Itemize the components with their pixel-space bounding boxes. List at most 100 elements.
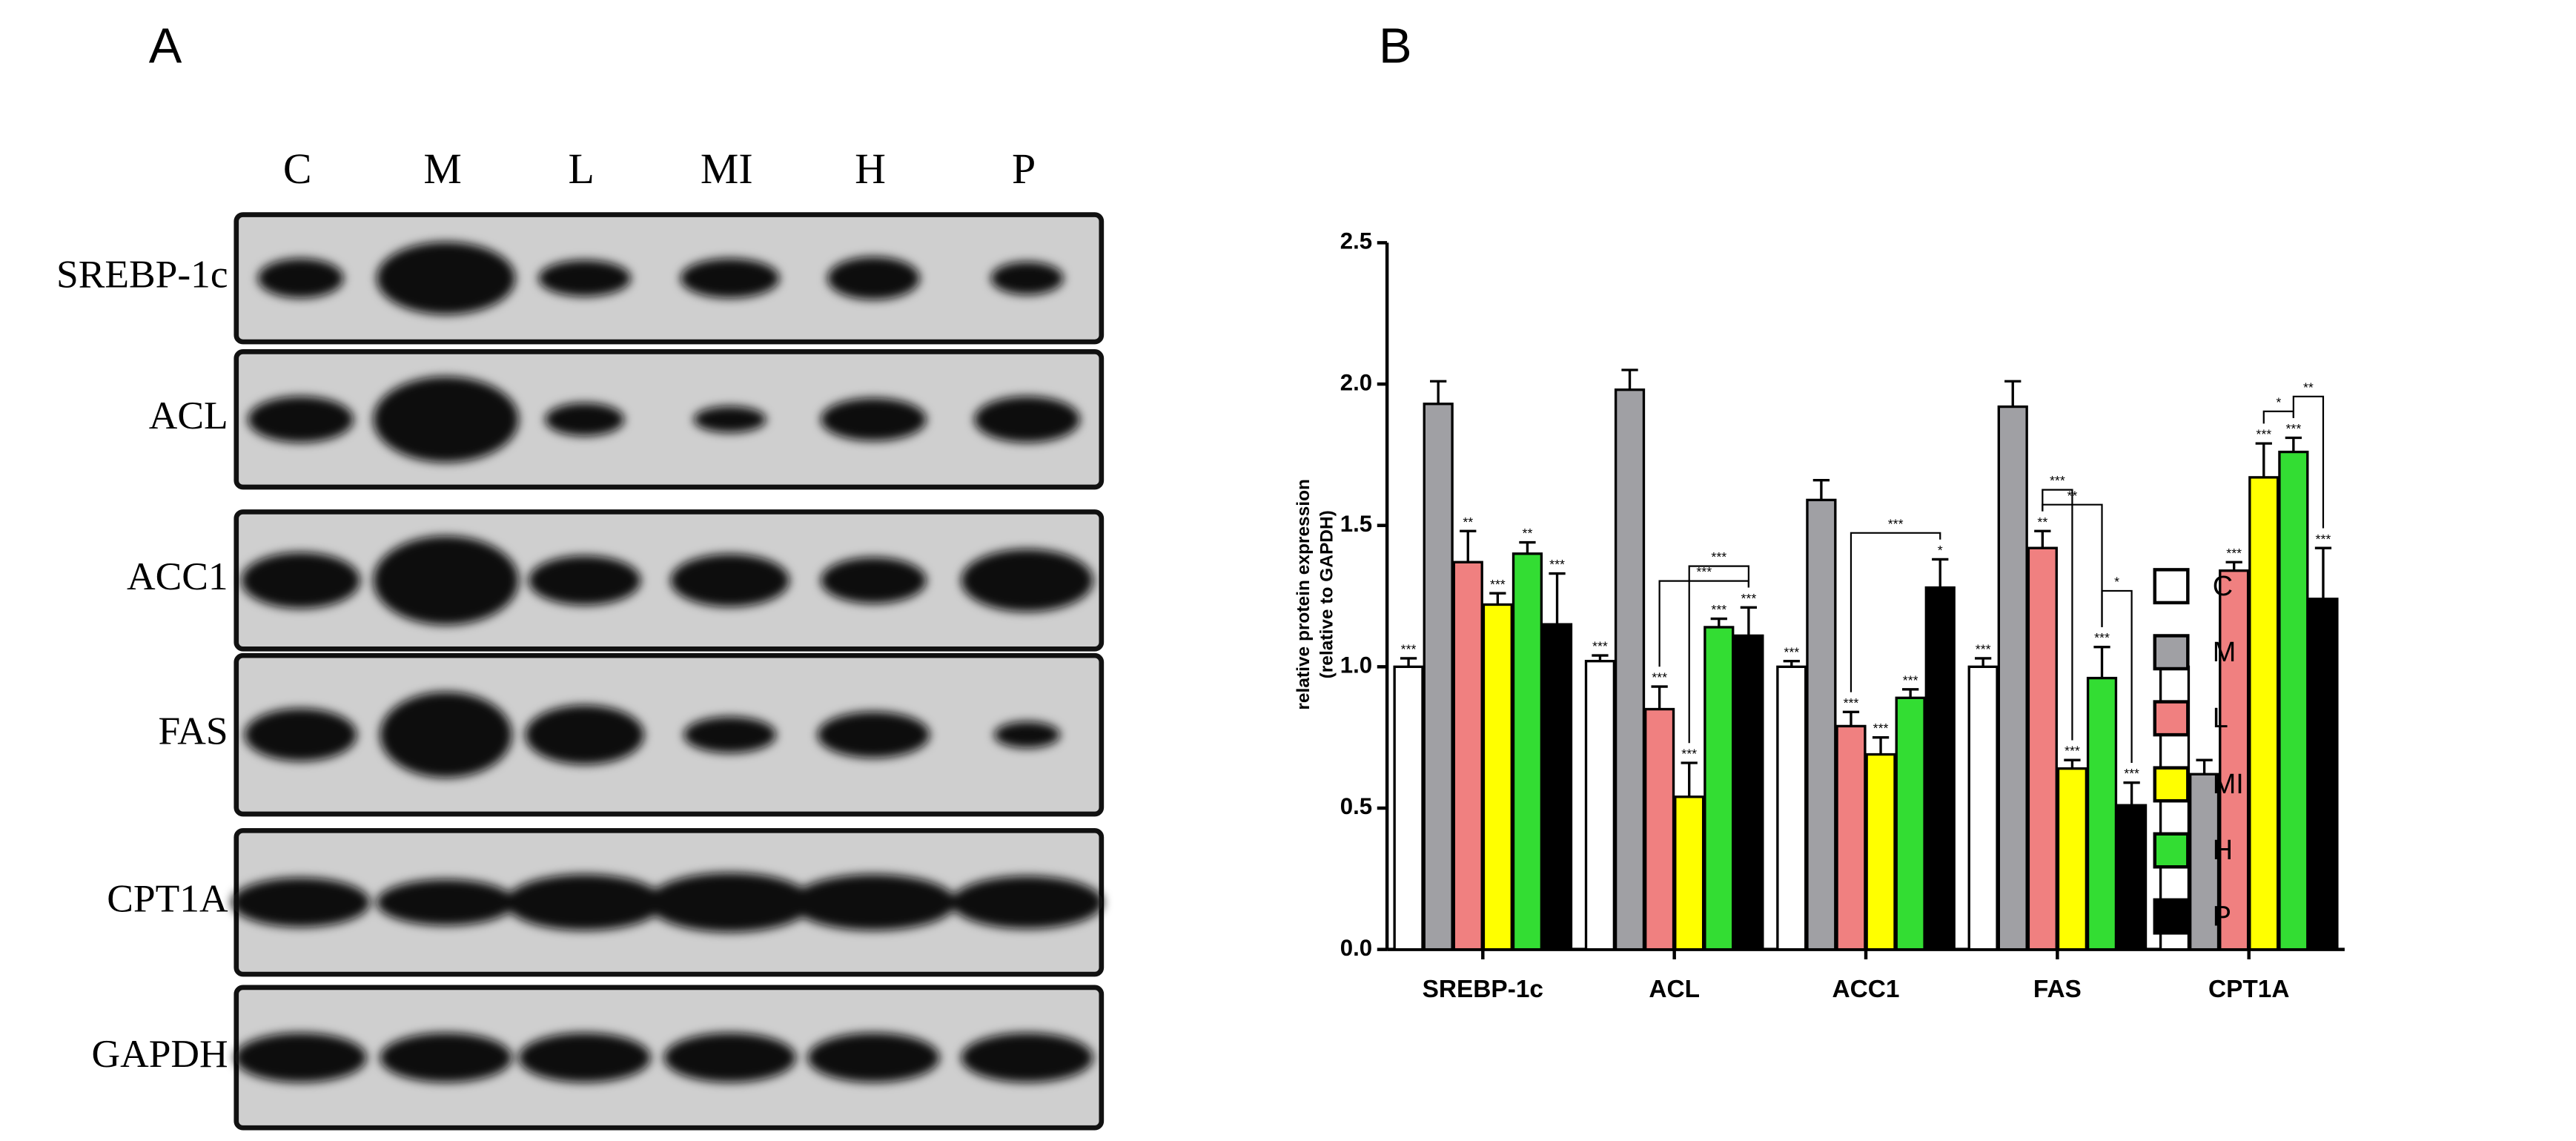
significance-label: ***: [2316, 532, 2331, 546]
bar: [2086, 676, 2118, 951]
band: [647, 873, 813, 933]
band: [244, 708, 357, 761]
significance-bracket: [2042, 489, 2073, 741]
lane-label: H: [855, 145, 886, 193]
significance-label: ***: [1784, 644, 1799, 659]
significance-label: ***: [2256, 427, 2271, 442]
error-bar: [1430, 380, 1447, 404]
band: [990, 262, 1064, 295]
protein-label: CPT1A: [107, 876, 228, 920]
band: [670, 554, 789, 607]
significance-label: ***: [1873, 721, 1889, 735]
significance-label: ***: [2094, 630, 2110, 645]
y-tick-label: 1.5: [1340, 511, 1372, 537]
bar: [1835, 724, 1867, 951]
band: [377, 879, 516, 926]
band: [961, 549, 1093, 612]
band: [994, 721, 1061, 748]
lane-label: L: [569, 145, 595, 193]
protein-label: FAS: [159, 708, 228, 753]
x-tick-label: ACL: [1649, 976, 1700, 1003]
x-tick-label: CPT1A: [2208, 976, 2289, 1003]
band: [373, 535, 519, 625]
bar: [2188, 773, 2220, 951]
error-bar: [1519, 540, 1536, 554]
y-tick-label: 0.5: [1340, 793, 1372, 819]
significance-label: **: [1463, 515, 1473, 529]
lane-label: M: [423, 145, 461, 193]
error-bar: [1489, 592, 1506, 605]
significance-label: ***: [1976, 641, 1991, 656]
blot-bands: [257, 242, 1064, 315]
significance-label: **: [1523, 526, 1533, 540]
significance-label: **: [2037, 515, 2047, 529]
significance-label: *: [1938, 543, 1943, 558]
protein-label: ACC1: [127, 554, 228, 598]
band: [518, 1033, 651, 1082]
error-bar: [2123, 781, 2140, 806]
bracket-label: ***: [2050, 473, 2065, 488]
legend-swatch: [2153, 898, 2190, 935]
error-bar: [1932, 558, 1949, 588]
error-bar: [2314, 546, 2332, 599]
legend-swatch: [2153, 634, 2190, 671]
bar: [1703, 626, 1735, 951]
band: [373, 376, 519, 463]
y-tick-label: 2.5: [1340, 228, 1372, 254]
error-bar: [1812, 479, 1830, 500]
significance-bracket: [1688, 565, 1750, 744]
error-bar: [2285, 436, 2302, 452]
error-bar: [1400, 657, 1417, 667]
bar: [1865, 753, 1896, 951]
error-bar: [1651, 685, 1668, 710]
blot-frame: [234, 349, 1105, 490]
band: [380, 1033, 512, 1082]
blot-bands: [234, 1033, 1093, 1082]
significance-label: ***: [2124, 766, 2139, 781]
error-bar: [1710, 617, 1727, 627]
bar: [1584, 660, 1616, 951]
error-bar: [1681, 761, 1698, 797]
bracket-label: *: [2114, 574, 2119, 589]
bar: [1997, 405, 2028, 951]
lane-label: C: [283, 145, 312, 193]
error-bar: [2255, 442, 2272, 477]
band: [528, 555, 641, 606]
significance-label: ***: [1681, 747, 1697, 761]
legend-label: M: [2213, 637, 2236, 668]
blot-bands: [231, 873, 1104, 933]
bracket-label: *: [2276, 394, 2281, 409]
significance-label: ***: [1903, 672, 1918, 687]
significance-label: ***: [1652, 670, 1667, 685]
legend-swatch: [2153, 766, 2190, 803]
error-bar: [1842, 710, 1860, 727]
error-bar: [1872, 736, 1890, 755]
bar: [1967, 665, 1999, 951]
bar: [1776, 665, 1807, 951]
y-tick-label: 2.0: [1340, 369, 1372, 395]
significance-label: ***: [1711, 602, 1726, 617]
band: [257, 258, 344, 299]
significance-label: ***: [2226, 546, 2242, 560]
error-bar: [2004, 380, 2022, 407]
band: [663, 1033, 796, 1082]
blot-bands: [244, 692, 1061, 778]
bar: [1674, 796, 1705, 951]
significance-label: ***: [1490, 577, 1506, 592]
blot-frame: [234, 652, 1105, 817]
blot-bands: [248, 376, 1080, 463]
band: [380, 692, 512, 778]
error-bar: [1592, 654, 1609, 661]
bar: [1541, 623, 1573, 951]
error-bar: [2093, 645, 2110, 678]
error-bar: [1783, 660, 1800, 667]
bar: [1924, 586, 1956, 951]
legend-label: L: [2213, 703, 2228, 734]
legend-swatch: [2153, 700, 2190, 737]
bar: [1733, 634, 1764, 951]
significance-label: ***: [1741, 591, 1757, 606]
bar: [1423, 403, 1454, 951]
significance-bracket: [1850, 532, 1941, 692]
